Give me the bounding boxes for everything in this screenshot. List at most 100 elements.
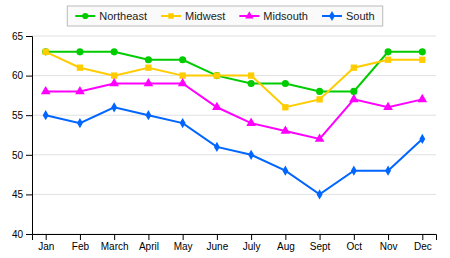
marker bbox=[145, 56, 152, 63]
legend-label: South bbox=[346, 10, 375, 22]
marker bbox=[351, 166, 357, 176]
line bbox=[46, 107, 423, 194]
y-tick-label: 65 bbox=[12, 31, 24, 42]
x-tick: Sept bbox=[310, 234, 331, 252]
y-tick-label: 45 bbox=[12, 189, 24, 200]
line bbox=[46, 84, 423, 139]
marker bbox=[385, 57, 391, 63]
x-tick-mark bbox=[388, 234, 389, 240]
legend-label: Midsouth bbox=[263, 10, 308, 22]
marker bbox=[282, 166, 288, 176]
y-tick-label: 55 bbox=[12, 110, 24, 121]
marks bbox=[41, 48, 427, 199]
marker bbox=[144, 78, 154, 86]
legend-item: Northeast bbox=[75, 10, 147, 22]
grid-line bbox=[32, 154, 436, 155]
y-tick: 65 bbox=[12, 31, 32, 42]
y-tick: 50 bbox=[12, 150, 32, 161]
x-tick-mark bbox=[320, 234, 321, 240]
marker bbox=[76, 48, 83, 55]
x-tick-mark bbox=[354, 234, 355, 240]
marker bbox=[383, 102, 393, 110]
legend-marker bbox=[168, 13, 173, 18]
chart: 40 45 50 55 60 65 Jan Feb March April May June July A… bbox=[0, 0, 450, 258]
marker bbox=[281, 125, 291, 133]
marker bbox=[109, 78, 119, 86]
y-tick-mark bbox=[26, 76, 32, 77]
x-tick: Feb bbox=[72, 234, 90, 252]
x-tick: Nov bbox=[380, 234, 398, 252]
x-tick: Dec bbox=[414, 234, 432, 252]
marker bbox=[385, 166, 391, 176]
legend-marker bbox=[82, 13, 88, 19]
x-tick-mark bbox=[422, 234, 423, 240]
marker bbox=[111, 48, 118, 55]
marker bbox=[315, 133, 325, 141]
y-tick-mark bbox=[26, 155, 32, 156]
marker bbox=[212, 102, 222, 110]
series bbox=[43, 102, 425, 199]
y-axis-line bbox=[26, 37, 33, 235]
x-tick-mark bbox=[46, 234, 47, 240]
y-tick-mark bbox=[26, 115, 32, 116]
y-tick-mark bbox=[26, 36, 32, 37]
x-tick-mark bbox=[251, 234, 252, 240]
y-tick-label: 60 bbox=[12, 70, 24, 81]
marker bbox=[213, 72, 220, 79]
y-tick: 60 bbox=[12, 70, 32, 81]
legend: Northeast Midwest Midsouth South bbox=[67, 6, 382, 26]
grid-line bbox=[32, 194, 436, 195]
x-tick: April bbox=[139, 234, 159, 252]
x-tick-mark bbox=[114, 234, 115, 240]
legend-item: South bbox=[322, 10, 375, 22]
marker bbox=[419, 48, 426, 55]
x-tick-label: Jan bbox=[38, 241, 54, 252]
marker bbox=[282, 80, 289, 87]
marker bbox=[41, 86, 51, 94]
marker bbox=[317, 189, 323, 199]
x-tick: March bbox=[101, 234, 129, 252]
marker bbox=[179, 56, 186, 63]
x-tick: Aug bbox=[277, 234, 295, 252]
x-tick-label: July bbox=[243, 241, 261, 252]
legend-item: Midsouth bbox=[239, 10, 308, 22]
marker bbox=[419, 57, 425, 63]
x-axis: Jan Feb March April May June July Aug Sept Oct Nov… bbox=[33, 234, 437, 252]
marker bbox=[248, 80, 255, 87]
x-tick-mark bbox=[148, 234, 149, 240]
legend-item: Midwest bbox=[161, 10, 225, 22]
marker bbox=[351, 65, 357, 71]
legend-marker bbox=[329, 11, 335, 21]
legend-label: Midwest bbox=[185, 10, 225, 22]
x-axis-line bbox=[33, 235, 437, 241]
marker bbox=[316, 96, 322, 102]
marker bbox=[248, 150, 254, 160]
marker bbox=[75, 86, 85, 94]
marker bbox=[214, 72, 220, 78]
x-tick-label: June bbox=[207, 241, 229, 252]
marker bbox=[179, 72, 185, 78]
y-axis: 40 45 50 55 60 65 bbox=[12, 31, 33, 240]
x-tick-label: Oct bbox=[347, 241, 363, 252]
x-tick-label: Dec bbox=[414, 241, 432, 252]
series bbox=[43, 49, 426, 111]
marker bbox=[77, 118, 83, 128]
marker bbox=[282, 104, 288, 110]
y-tick-label: 50 bbox=[12, 150, 24, 161]
x-tick-mark bbox=[285, 234, 286, 240]
marker bbox=[349, 94, 359, 102]
marker bbox=[384, 48, 391, 55]
x-tick-mark bbox=[183, 234, 184, 240]
x-tick-label: Aug bbox=[277, 241, 295, 252]
x-tick: May bbox=[174, 234, 193, 252]
x-tick: July bbox=[243, 234, 261, 252]
y-tick: 40 bbox=[12, 229, 32, 240]
marker bbox=[180, 118, 186, 128]
y-tick-mark bbox=[26, 194, 32, 195]
x-tick-label: Feb bbox=[72, 241, 90, 252]
marker bbox=[316, 88, 323, 95]
y-tick-mark bbox=[26, 234, 32, 235]
marker bbox=[417, 94, 427, 102]
x-tick-mark bbox=[80, 234, 81, 240]
legend-marker bbox=[245, 11, 253, 18]
